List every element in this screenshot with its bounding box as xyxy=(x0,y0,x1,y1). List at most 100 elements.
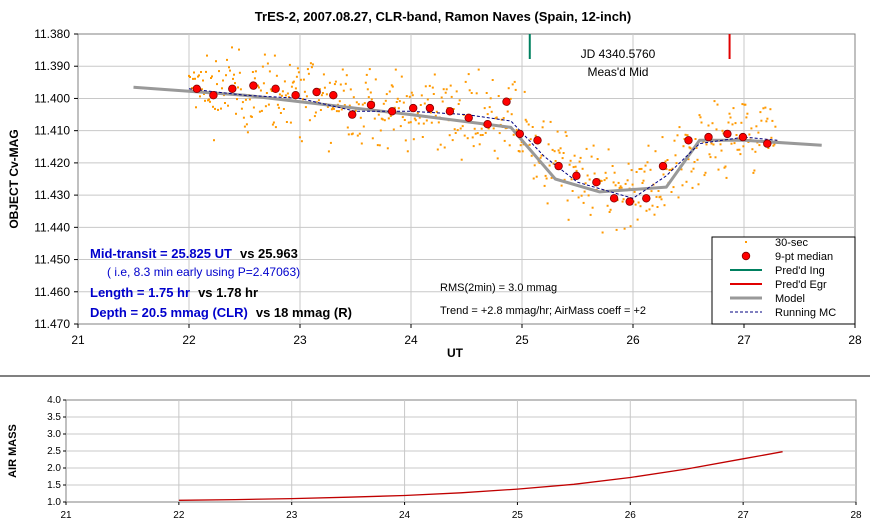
raw-point xyxy=(442,88,445,91)
raw-point xyxy=(455,90,458,93)
raw-point xyxy=(374,78,377,81)
top-y-axis-label: OBJECT Cv-MAG xyxy=(7,129,21,228)
raw-point xyxy=(214,107,216,110)
raw-point xyxy=(707,124,710,127)
raw-point xyxy=(348,104,351,107)
raw-point xyxy=(712,143,715,146)
raw-point xyxy=(512,133,515,136)
raw-point xyxy=(405,95,408,98)
raw-point xyxy=(349,88,352,91)
raw-point xyxy=(709,156,712,159)
raw-point xyxy=(377,113,380,116)
top-x-axis: 21 22 23 24 25 26 27 28 xyxy=(71,324,862,347)
raw-point xyxy=(578,160,581,163)
rms-text: RMS(2min) = 3.0 mmag xyxy=(440,282,557,294)
bottom-y-tick-label: 4.0 xyxy=(47,395,61,406)
raw-point xyxy=(210,77,212,79)
running-mc-series xyxy=(188,88,778,199)
raw-point xyxy=(535,175,538,178)
median-point xyxy=(533,136,542,145)
raw-point xyxy=(530,154,533,157)
raw-point xyxy=(250,115,253,118)
raw-point xyxy=(754,150,757,153)
raw-point xyxy=(265,92,268,94)
raw-point xyxy=(771,119,774,122)
top-x-tick-label: 28 xyxy=(848,333,862,347)
raw-point xyxy=(762,107,765,110)
raw-point xyxy=(645,209,648,212)
raw-point xyxy=(714,156,717,159)
raw-point xyxy=(653,213,656,216)
raw-point xyxy=(731,123,734,126)
legend-model-label: Model xyxy=(775,293,805,305)
raw-point xyxy=(636,218,639,221)
raw-point xyxy=(226,58,228,61)
raw-point xyxy=(669,168,672,171)
raw-point xyxy=(195,106,197,109)
raw-point xyxy=(531,126,534,128)
raw-point xyxy=(733,142,736,145)
raw-point xyxy=(339,83,342,86)
raw-point xyxy=(622,198,625,201)
raw-point xyxy=(630,169,633,172)
raw-point xyxy=(381,118,384,121)
raw-point xyxy=(346,126,349,129)
raw-point xyxy=(764,106,767,109)
raw-point xyxy=(397,107,400,110)
median-point xyxy=(291,90,300,100)
raw-point xyxy=(475,92,478,95)
raw-point xyxy=(341,68,344,71)
raw-point xyxy=(369,91,372,94)
raw-point xyxy=(317,99,320,102)
raw-point xyxy=(385,93,388,96)
median-point xyxy=(329,90,338,100)
raw-point xyxy=(650,190,653,193)
raw-point xyxy=(337,110,340,113)
raw-point xyxy=(288,63,291,66)
raw-point xyxy=(704,171,707,174)
raw-point xyxy=(360,142,363,145)
raw-point xyxy=(571,190,574,192)
depth-text: Depth = 20.5 mmag (CLR) vs 18 mmag (R) xyxy=(90,305,352,320)
raw-point xyxy=(306,68,309,71)
raw-point xyxy=(459,127,462,130)
raw-point xyxy=(552,162,555,165)
raw-point xyxy=(556,130,559,133)
raw-point xyxy=(606,204,609,207)
raw-point xyxy=(320,94,323,97)
raw-point xyxy=(590,155,593,158)
raw-point xyxy=(361,103,364,106)
raw-point xyxy=(388,90,391,93)
raw-point xyxy=(643,170,646,173)
raw-point xyxy=(691,186,694,189)
raw-point xyxy=(209,100,211,103)
top-x-tick-label: 26 xyxy=(626,333,640,347)
raw-point xyxy=(278,93,281,96)
bottom-grid xyxy=(66,400,856,502)
raw-point xyxy=(363,102,366,105)
raw-point xyxy=(588,178,591,181)
raw-point xyxy=(515,128,518,131)
raw-point xyxy=(285,121,288,123)
raw-point xyxy=(297,71,300,74)
raw-point xyxy=(335,110,338,113)
raw-point xyxy=(544,174,547,177)
raw-point xyxy=(468,89,471,92)
raw-point xyxy=(448,134,451,137)
median-point xyxy=(348,110,357,119)
raw-point xyxy=(275,74,278,77)
raw-point xyxy=(728,112,731,115)
raw-point xyxy=(246,131,249,134)
raw-point xyxy=(692,167,695,170)
raw-point xyxy=(752,171,755,174)
raw-point xyxy=(585,147,588,150)
raw-point xyxy=(641,182,644,184)
raw-point xyxy=(562,152,565,154)
raw-point xyxy=(221,87,223,90)
model-line xyxy=(133,85,822,194)
raw-point xyxy=(386,147,389,150)
raw-point xyxy=(574,165,577,168)
raw-point xyxy=(739,153,742,156)
median-point xyxy=(366,100,376,110)
raw-point xyxy=(534,134,537,137)
